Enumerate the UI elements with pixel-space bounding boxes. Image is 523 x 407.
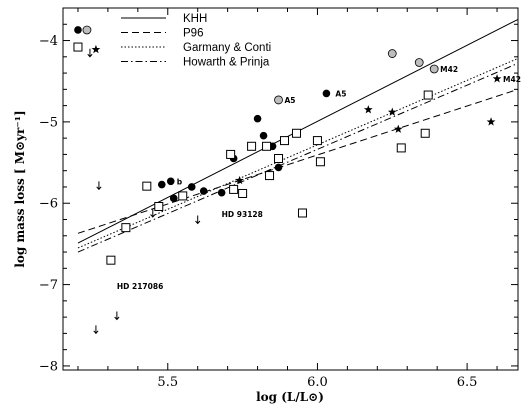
filled-circle-point <box>166 177 175 186</box>
point-annotation: A5 <box>335 89 346 98</box>
open-square-point <box>121 223 131 233</box>
fit-line-dotted <box>77 57 519 249</box>
open-square-point <box>238 188 248 198</box>
star-point <box>363 105 373 114</box>
open-square-point <box>73 42 83 52</box>
filled-circle-point <box>169 194 178 203</box>
upper-limit-arrow <box>114 311 120 321</box>
gray-circle-point <box>387 49 397 58</box>
point-annotations: b A5 A5 M42 M42 HD 93128 HD 217086 <box>117 65 521 291</box>
star-point <box>91 44 101 54</box>
filled-circle-point <box>187 183 196 191</box>
axis-ticks <box>63 8 518 370</box>
gray-circle-point <box>429 64 439 74</box>
point-annotation: A5 <box>285 96 296 105</box>
open-square-point <box>154 201 164 211</box>
upper-limit-arrow <box>150 208 156 218</box>
open-square-point <box>247 141 257 151</box>
x-tick-label: 6.0 <box>307 375 328 390</box>
plot-frame <box>62 7 519 371</box>
gray-circle-point <box>82 25 92 35</box>
open-square-point <box>106 255 116 265</box>
y-tick-label: −7 <box>39 278 58 293</box>
y-tick-label: −6 <box>39 197 58 212</box>
x-tick-label: 5.5 <box>157 375 178 390</box>
star-point <box>235 175 244 185</box>
upper-limit-arrow <box>87 48 93 58</box>
open-square-point <box>423 90 433 100</box>
star-point <box>393 124 403 133</box>
y-tick-label: −5 <box>39 115 58 130</box>
filled-circle-point <box>274 163 283 172</box>
filled-circle-point <box>259 131 268 140</box>
y-tick-label: −8 <box>39 359 58 374</box>
y-axis-label: log mass loss [ M⊙yr⁻¹] <box>13 110 27 267</box>
star-point <box>486 117 496 126</box>
filled-circle-point <box>253 114 262 123</box>
legend-label: P96 <box>183 28 203 40</box>
gray-circle-point <box>414 58 424 67</box>
upper-limit-arrow <box>93 325 99 335</box>
open-square-point <box>291 128 301 138</box>
filled-circle-point <box>217 188 226 197</box>
legend-label: Garmany & Conti <box>183 42 271 54</box>
open-square-point <box>229 184 239 194</box>
open-square-point <box>142 181 152 191</box>
open-square-point <box>420 128 430 138</box>
point-annotation: HD 217086 <box>117 282 163 291</box>
fit-line-dashdot <box>77 62 519 253</box>
open-square-point <box>315 157 325 167</box>
legend-label: KHH <box>183 13 207 25</box>
x-tick-label: 6.5 <box>457 375 478 390</box>
point-annotation: HD 93128 <box>222 210 263 219</box>
open-square-point <box>312 136 322 146</box>
legend-label: Howarth & Prinja <box>183 57 270 69</box>
upper-limit-arrow <box>96 181 102 191</box>
open-square-point <box>396 143 406 153</box>
upper-limit-arrow <box>195 215 201 225</box>
data-points <box>73 25 502 335</box>
open-square-point <box>280 136 290 146</box>
point-annotation: b <box>177 177 183 186</box>
point-annotation: M42 <box>440 65 458 74</box>
gray-circle-point <box>274 95 283 105</box>
filled-circle-point <box>322 89 331 98</box>
filled-circle-point <box>199 187 208 195</box>
filled-circle-point <box>157 180 166 189</box>
filled-circle-point <box>74 26 82 34</box>
legend: KHH P96 Garmany & Conti Howarth & Prinja <box>121 13 271 69</box>
star-point <box>387 107 397 116</box>
y-tick-label: −4 <box>39 34 58 49</box>
open-square-point <box>262 141 272 151</box>
open-square-point <box>226 149 236 159</box>
point-annotation: M42 <box>503 75 521 84</box>
tick-labels: 5.5 6.0 6.5 −4 −5 −6 −7 −8 <box>39 34 478 390</box>
star-point <box>492 74 502 83</box>
open-square-point <box>178 191 188 201</box>
open-square-point <box>274 153 284 163</box>
fit-line-dashed <box>77 88 519 234</box>
open-square-point <box>265 171 275 181</box>
x-axis-label: log (L/L⊙) <box>256 390 324 404</box>
open-square-point <box>297 208 307 218</box>
